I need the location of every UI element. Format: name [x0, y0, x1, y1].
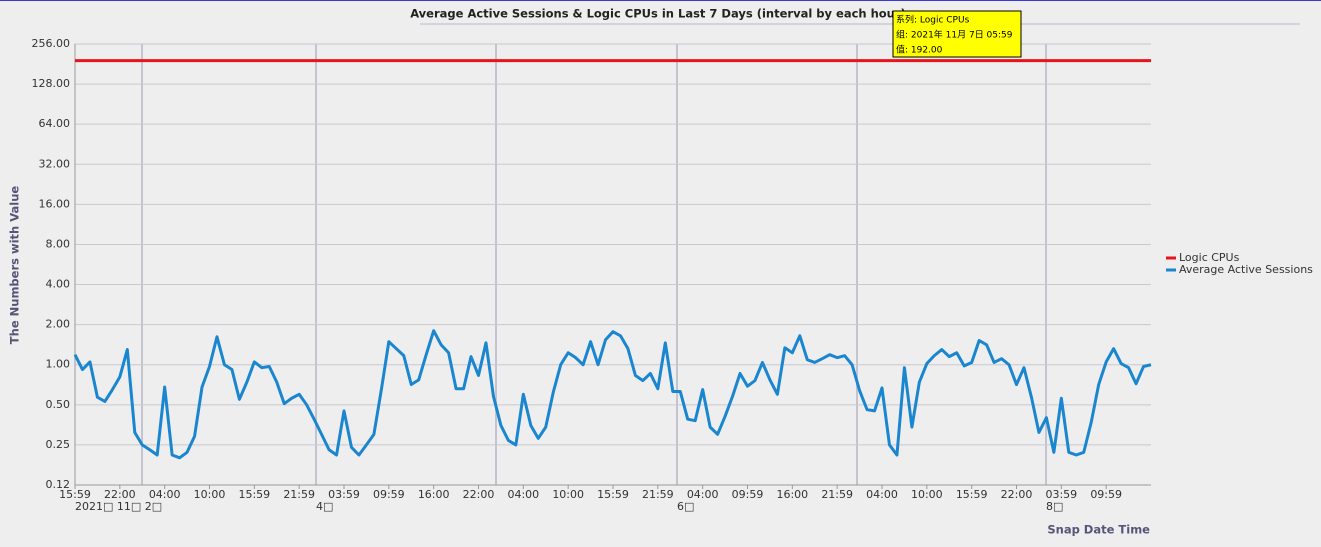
y-tick-label: 1.00: [46, 358, 71, 371]
chart-title: Average Active Sessions & Logic CPUs in …: [410, 7, 906, 21]
x-tick-label: 15:59: [597, 488, 629, 501]
x-tick-label: 16:00: [776, 488, 808, 501]
x-tick-label: 09:59: [373, 488, 405, 501]
x-tick-label: 15:59: [956, 488, 988, 501]
y-tick-label: 8.00: [46, 237, 71, 250]
x-tick-label: 09:59: [732, 488, 764, 501]
x-tick-label: 10:00: [194, 488, 226, 501]
series-line: [73, 329, 1152, 460]
tooltip-text: 系列: Logic CPUs: [896, 14, 970, 26]
y-tick-label: 0.50: [46, 398, 71, 411]
day-grid: [141, 44, 1047, 485]
y-tick-label: 2.00: [46, 318, 71, 331]
x-tick-label: 04:00: [687, 488, 719, 501]
y-tick-label: 4.00: [46, 278, 71, 291]
x-tick-label: 10:00: [911, 488, 943, 501]
x-tick-label: 22:00: [1001, 488, 1033, 501]
tooltip-text: 组: 2021年 11月 7日 05:59: [896, 29, 1013, 41]
date-label: 8□: [1046, 500, 1063, 513]
x-tick-label: 16:00: [418, 488, 450, 501]
y-tick-label: 0.12: [46, 478, 71, 491]
tooltip-box: [892, 10, 1022, 58]
tooltip: 系列: Logic CPUs 组: 2021年 11月 7日 05:59 值: 19…: [892, 10, 1022, 58]
tooltip-text: 值: 192.00: [896, 44, 943, 56]
y-tick-label: 128.00: [32, 77, 71, 90]
x-tick-label: 22:00: [463, 488, 495, 501]
legend-label: Logic CPUs: [1179, 251, 1240, 264]
x-tick-label: 04:00: [866, 488, 898, 501]
x-tick-label: 21:59: [642, 488, 674, 501]
y-axis-label: The Numbers with Value: [8, 186, 22, 345]
x-tick-label: 10:00: [552, 488, 584, 501]
x-tick-label: 09:59: [1090, 488, 1122, 501]
legend-label: Average Active Sessions: [1179, 263, 1313, 276]
x-tick-label: 15:59: [59, 488, 91, 501]
x-tick-label: 04:00: [149, 488, 181, 501]
x-tick-label: 21:59: [821, 488, 853, 501]
y-tick-label: 16.00: [39, 197, 71, 210]
date-label: 2021□ 11□ 2□: [75, 500, 162, 513]
y-tick-label: 32.00: [39, 157, 71, 170]
x-tick-label: 03:59: [328, 488, 360, 501]
x-tick-label: 21:59: [283, 488, 315, 501]
x-tick-label: 04:00: [507, 488, 539, 501]
x-tick-label: 22:00: [104, 488, 136, 501]
x-tick-label: 03:59: [1045, 488, 1077, 501]
y-tick-label: 256.00: [32, 37, 71, 50]
date-label: 6□: [677, 500, 694, 513]
y-tick-label: 64.00: [39, 117, 71, 130]
x-tick-label: 15:59: [238, 488, 270, 501]
x-axis-label: Snap Date Time: [1047, 523, 1150, 537]
date-label: 4□: [316, 500, 333, 513]
y-tick-label: 0.25: [46, 438, 71, 451]
